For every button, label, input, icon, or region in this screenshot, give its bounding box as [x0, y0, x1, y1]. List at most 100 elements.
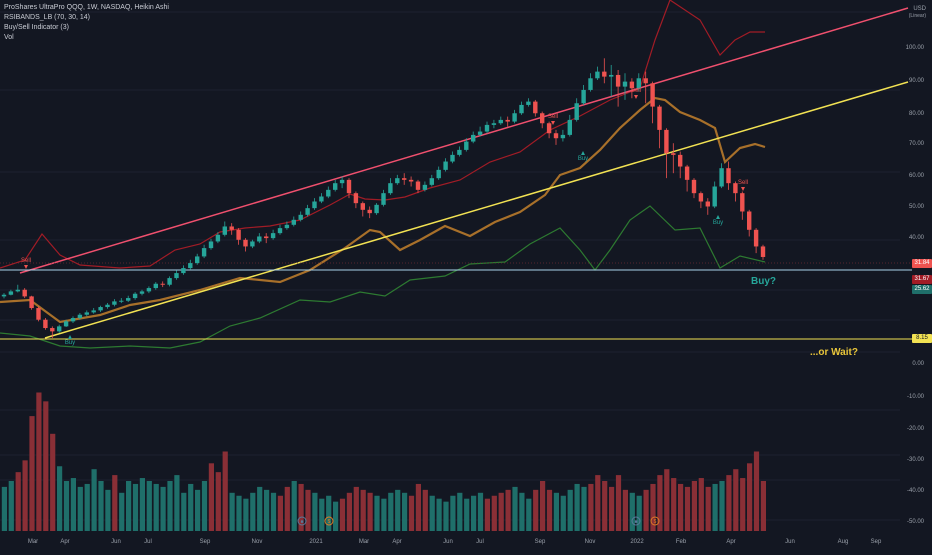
- lower-trendline[interactable]: [44, 81, 909, 339]
- candle[interactable]: [484, 121, 490, 134]
- candle[interactable]: [77, 313, 83, 320]
- candle[interactable]: [740, 191, 745, 220]
- candle[interactable]: [450, 151, 455, 164]
- candle[interactable]: [333, 179, 338, 192]
- time-axis[interactable]: Mar Apr Jun Jul Sep Nov 2021 Mar Apr Jun Jul Sep Nov…: [28, 539, 882, 545]
- candle[interactable]: [567, 114, 572, 137]
- candle[interactable]: [174, 270, 179, 280]
- candle[interactable]: [181, 265, 186, 275]
- candle[interactable]: [160, 281, 165, 288]
- candle[interactable]: [195, 253, 200, 265]
- candle[interactable]: [726, 161, 731, 190]
- legend-buysell[interactable]: Buy/Sell Indicator (3): [4, 24, 69, 31]
- upper-trendline[interactable]: [19, 7, 909, 274]
- candle[interactable]: [29, 295, 34, 310]
- candle[interactable]: [684, 164, 690, 192]
- candle[interactable]: [519, 101, 524, 115]
- candle[interactable]: [132, 292, 138, 300]
- candle[interactable]: [498, 116, 503, 125]
- legend-rsibands[interactable]: RSIBANDS_LB (70, 30, 14): [4, 14, 90, 21]
- candle[interactable]: [112, 299, 117, 307]
- candle[interactable]: [415, 179, 421, 194]
- candle[interactable]: [540, 111, 545, 129]
- candle[interactable]: [339, 176, 345, 189]
- candle[interactable]: [360, 201, 365, 217]
- candle[interactable]: [698, 191, 704, 209]
- candle[interactable]: [236, 228, 241, 245]
- candle[interactable]: [250, 239, 255, 249]
- candle[interactable]: [105, 303, 110, 309]
- candle[interactable]: [395, 174, 400, 185]
- candle[interactable]: [381, 189, 386, 207]
- candle[interactable]: [1, 293, 7, 299]
- candle[interactable]: [188, 259, 193, 270]
- candle[interactable]: [691, 178, 697, 199]
- candle[interactable]: [602, 58, 607, 84]
- candle[interactable]: [636, 73, 641, 92]
- candle[interactable]: [291, 216, 296, 227]
- candle[interactable]: [22, 288, 27, 299]
- candle[interactable]: [622, 73, 628, 100]
- candle[interactable]: [167, 276, 172, 287]
- candle[interactable]: [526, 98, 531, 107]
- candle[interactable]: [443, 158, 448, 172]
- candle[interactable]: [678, 151, 683, 179]
- candle[interactable]: [477, 126, 483, 137]
- candle[interactable]: [84, 310, 89, 317]
- candle[interactable]: [243, 238, 248, 252]
- candle[interactable]: [546, 121, 552, 139]
- candle[interactable]: [533, 99, 538, 117]
- candle[interactable]: [305, 204, 310, 217]
- candle[interactable]: [553, 129, 559, 145]
- candle[interactable]: [139, 289, 145, 296]
- candle[interactable]: [408, 176, 414, 187]
- candle[interactable]: [57, 324, 62, 334]
- candle[interactable]: [270, 229, 276, 240]
- candle[interactable]: [15, 284, 20, 293]
- candle[interactable]: [609, 64, 614, 97]
- indicator-legend[interactable]: ProShares UltraPro QQQ, 1W, NASDAQ, Heik…: [4, 3, 169, 43]
- candle[interactable]: [388, 178, 393, 195]
- candle[interactable]: [671, 143, 676, 174]
- candle[interactable]: [298, 211, 303, 222]
- candle[interactable]: [560, 129, 566, 142]
- candle[interactable]: [705, 198, 710, 215]
- candle[interactable]: [457, 146, 462, 157]
- candle[interactable]: [650, 81, 655, 124]
- candle[interactable]: [50, 326, 55, 339]
- candle[interactable]: [422, 181, 428, 192]
- candle[interactable]: [464, 138, 469, 152]
- candle[interactable]: [91, 308, 96, 314]
- candle[interactable]: [629, 78, 635, 99]
- candle[interactable]: [747, 209, 752, 237]
- candle[interactable]: [436, 166, 441, 180]
- candle[interactable]: [574, 98, 579, 122]
- candle[interactable]: [229, 223, 234, 235]
- candle[interactable]: [615, 69, 621, 107]
- candle[interactable]: [36, 306, 41, 322]
- candle[interactable]: [760, 244, 766, 260]
- candle[interactable]: [374, 203, 379, 215]
- candle[interactable]: [346, 178, 352, 199]
- candle[interactable]: [471, 131, 476, 144]
- legend-symbol[interactable]: ProShares UltraPro QQQ, 1W, NASDAQ, Heik…: [4, 4, 169, 11]
- candle[interactable]: [126, 295, 131, 303]
- candle[interactable]: [222, 221, 227, 237]
- candle[interactable]: [284, 221, 290, 230]
- candle[interactable]: [353, 191, 359, 209]
- candle[interactable]: [63, 319, 69, 328]
- candle[interactable]: [43, 318, 48, 330]
- candle[interactable]: [505, 116, 510, 127]
- candle[interactable]: [367, 206, 372, 219]
- candle[interactable]: [753, 228, 759, 254]
- candle[interactable]: [643, 71, 648, 104]
- candle[interactable]: [429, 174, 434, 187]
- candle[interactable]: [581, 84, 586, 105]
- candle[interactable]: [8, 289, 14, 296]
- candle[interactable]: [512, 109, 517, 124]
- candle[interactable]: [215, 232, 221, 244]
- candle[interactable]: [119, 298, 124, 304]
- candle[interactable]: [153, 282, 158, 290]
- price-axis[interactable]: USD(Linear) 100.00 90.00 80.00 70.00 60.00 50.…: [906, 6, 927, 525]
